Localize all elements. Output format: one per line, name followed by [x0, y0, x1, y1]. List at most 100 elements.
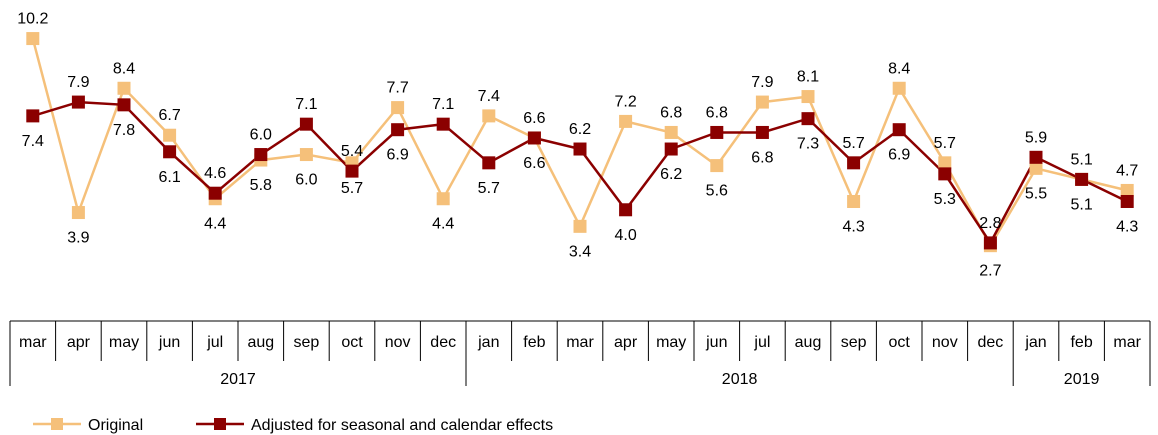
data-point: [573, 219, 587, 233]
data-labels: 10.2 7.4 7.9 3.9 8.4 7.8 6.7 6.1 4.6 4.4 6.0 5.8 7.1…: [17, 11, 1138, 280]
year-label: 2019: [1064, 371, 1100, 388]
data-point: [254, 148, 268, 162]
data-point: [163, 128, 177, 142]
data-label: 7.9: [751, 74, 773, 91]
data-label: 8.4: [888, 60, 910, 77]
data-point: [26, 109, 40, 123]
data-point: [482, 156, 496, 170]
data-label: 6.9: [888, 147, 910, 164]
data-label: 4.3: [1116, 218, 1138, 235]
data-point: [755, 95, 769, 109]
data-point: [801, 90, 815, 104]
month-label: jan: [1024, 334, 1046, 351]
series-line-0: [31, 38, 1128, 249]
data-point: [983, 236, 997, 250]
series-lines: [31, 38, 1128, 249]
data-point: [436, 117, 450, 131]
month-label: jun: [705, 334, 727, 351]
month-label: oct: [889, 334, 911, 351]
data-label: 8.1: [797, 69, 819, 86]
data-point: [573, 142, 587, 156]
data-label: 5.6: [706, 183, 728, 200]
data-label: 5.9: [1025, 129, 1047, 146]
data-label: 6.9: [386, 147, 408, 164]
month-label: may: [109, 334, 139, 351]
legend: Original Adjusted for seasonal and calend…: [33, 417, 553, 434]
data-label: 4.7: [1116, 162, 1138, 179]
month-label: jul: [753, 334, 770, 351]
data-label: 3.9: [67, 230, 89, 247]
data-point: [71, 95, 85, 109]
data-point: [527, 131, 541, 145]
month-label: nov: [932, 334, 958, 351]
data-point: [938, 156, 952, 170]
data-point: [1029, 150, 1043, 164]
data-label: 3.4: [569, 243, 591, 260]
data-label: 7.8: [113, 122, 135, 139]
month-label: apr: [67, 334, 91, 351]
data-label: 6.8: [660, 104, 682, 121]
data-label: 4.3: [842, 218, 864, 235]
month-label: jun: [158, 334, 180, 351]
data-label: 10.2: [17, 11, 48, 28]
legend-label: Original: [88, 417, 143, 434]
data-label: 6.6: [523, 155, 545, 172]
data-label: 5.4: [341, 143, 363, 160]
data-label: 7.4: [22, 133, 44, 150]
data-point: [664, 142, 678, 156]
data-label: 4.4: [204, 216, 226, 233]
data-label: 4.0: [614, 227, 636, 244]
data-label: 7.1: [295, 96, 317, 113]
data-point: [710, 159, 724, 173]
data-label: 8.4: [113, 60, 135, 77]
data-label: 7.3: [797, 136, 819, 153]
month-label: mar: [566, 334, 594, 351]
year-label: 2017: [220, 371, 256, 388]
data-label: 6.8: [706, 104, 728, 121]
series-markers: [26, 32, 1134, 253]
data-point: [847, 156, 861, 170]
month-label: sep: [841, 334, 867, 351]
data-label: 5.7: [341, 180, 363, 197]
data-label: 5.3: [934, 191, 956, 208]
data-point: [345, 164, 359, 178]
data-point: [208, 186, 222, 200]
year-label: 2018: [722, 371, 758, 388]
data-label: 5.7: [934, 135, 956, 152]
category-axis: mar apr may jun jul aug sep oct nov dec jan feb mar a…: [9, 320, 1151, 388]
data-point: [1075, 172, 1089, 186]
data-label: 5.5: [1025, 185, 1047, 202]
data-point: [619, 114, 633, 128]
month-label: jul: [206, 334, 223, 351]
data-point: [117, 98, 131, 112]
month-label: mar: [1113, 334, 1141, 351]
month-label: feb: [1070, 334, 1092, 351]
data-point: [710, 125, 724, 139]
legend-marker: [214, 418, 226, 430]
data-point: [1029, 161, 1043, 175]
data-label: 7.4: [478, 88, 500, 105]
data-point: [892, 81, 906, 95]
data-point: [71, 206, 85, 220]
month-label: dec: [430, 334, 456, 351]
data-label: 7.7: [386, 80, 408, 97]
data-point: [1120, 183, 1134, 197]
data-point: [847, 194, 861, 208]
month-label: oct: [341, 334, 363, 351]
data-label: 5.7: [478, 180, 500, 197]
data-point: [299, 117, 313, 131]
data-label: 5.8: [250, 177, 272, 194]
month-label: may: [656, 334, 686, 351]
data-point: [391, 123, 405, 137]
data-label: 2.7: [979, 263, 1001, 280]
data-point: [664, 125, 678, 139]
data-label: 7.9: [67, 74, 89, 91]
month-label: aug: [795, 334, 822, 351]
data-label: 6.2: [660, 166, 682, 183]
data-point: [1120, 194, 1134, 208]
data-point: [391, 101, 405, 115]
data-point: [755, 125, 769, 139]
data-label: 2.8: [979, 215, 1001, 232]
data-label: 4.6: [204, 165, 226, 182]
